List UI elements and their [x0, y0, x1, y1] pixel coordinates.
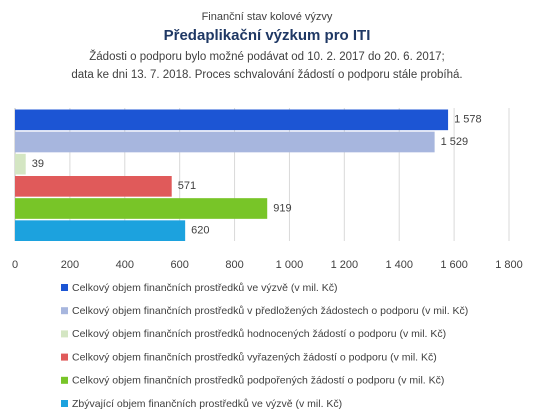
- x-tick-label: 600: [170, 259, 188, 271]
- x-tick-label: 1 600: [440, 259, 468, 271]
- x-tick-label: 1 200: [331, 259, 359, 271]
- chart-subtitle: data ke dni 13. 7. 2018. Proces schvalov…: [71, 69, 462, 81]
- bar: [15, 109, 449, 131]
- value-label: 39: [32, 158, 44, 170]
- x-tick-label: 400: [116, 259, 134, 271]
- legend-label: Celkový objem finančních prostředků ve v…: [72, 282, 338, 294]
- bar: [15, 198, 268, 219]
- x-tick-label: 1 400: [385, 259, 413, 271]
- x-tick-label: 1 800: [495, 259, 523, 271]
- value-label: 1 529: [441, 136, 469, 148]
- bar: [15, 220, 186, 241]
- legend-label: Celkový objem finančních prostředků vyřa…: [72, 351, 437, 363]
- legend-label: Zbývající objem finančních prostředků ve…: [72, 398, 342, 410]
- value-label: 571: [178, 180, 196, 192]
- legend-label: Celkový objem finančních prostředků podp…: [72, 375, 444, 387]
- x-tick-label: 1 000: [276, 259, 304, 271]
- chart-subtitle: Žádosti o podporu bylo možné podávat od …: [89, 50, 444, 63]
- legend-marker: [61, 330, 68, 338]
- legend-marker: [61, 284, 68, 291]
- legend-label: Celkový objem finančních prostředků hodn…: [72, 328, 446, 340]
- legend-marker: [61, 353, 68, 361]
- legend-marker: [61, 307, 68, 315]
- legend-label: Celkový objem finančních prostředků v př…: [72, 305, 468, 317]
- value-label: 620: [191, 225, 209, 237]
- bar: [15, 131, 435, 153]
- legend-marker: [61, 400, 68, 407]
- x-tick-label: 200: [61, 259, 79, 271]
- chart-title: Předaplikační výzkum pro ITI: [164, 27, 371, 44]
- x-tick-label: 800: [225, 259, 243, 271]
- value-label: 1 578: [454, 114, 482, 126]
- x-tick-label: 0: [12, 259, 18, 271]
- bar: [15, 153, 26, 175]
- chart-supertitle: Finanční stav kolové výzvy: [202, 11, 333, 23]
- bar: [15, 176, 172, 197]
- value-label: 919: [273, 202, 291, 214]
- legend-marker: [61, 376, 68, 384]
